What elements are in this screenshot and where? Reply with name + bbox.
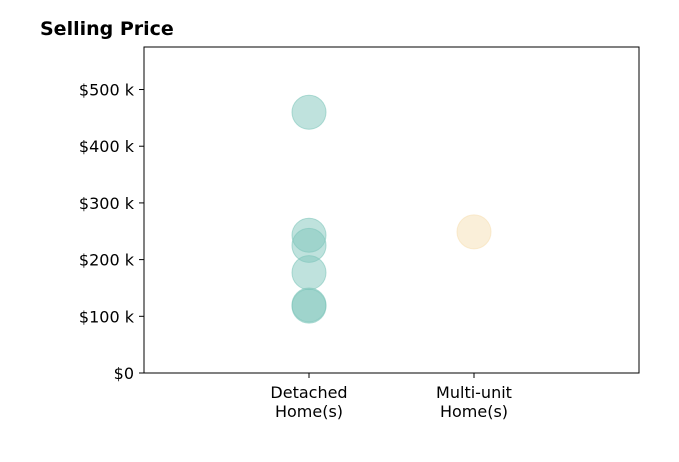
x-tick-label: Multi-unit Home(s): [436, 383, 512, 421]
x-tick-label-line: Home(s): [440, 402, 508, 421]
x-tick-label-line: Multi-unit: [436, 383, 512, 402]
y-tick-label: $500 k: [79, 81, 135, 100]
y-tick-label: $200 k: [79, 251, 135, 270]
x-tick-label: Detached Home(s): [270, 383, 347, 421]
data-point: [291, 255, 327, 291]
y-tick-label: $300 k: [79, 194, 135, 213]
plot-area-frame: [143, 46, 640, 374]
y-tick-label: $0: [114, 364, 134, 383]
data-point: [291, 288, 327, 324]
x-axis: Detached Home(s)Multi-unit Home(s): [270, 373, 512, 421]
y-tick-label: $100 k: [79, 307, 135, 326]
x-tick-label-line: Detached: [270, 383, 347, 402]
y-axis: $0 $100 k $200 k $300 k $400 k $500 k: [79, 81, 144, 383]
data-point: [291, 94, 327, 130]
chart-title: Selling Price: [40, 18, 174, 40]
y-tick-label: $400 k: [79, 137, 135, 156]
data-points: [291, 94, 492, 324]
x-tick-label-line: Home(s): [275, 402, 343, 421]
data-point: [456, 214, 492, 250]
